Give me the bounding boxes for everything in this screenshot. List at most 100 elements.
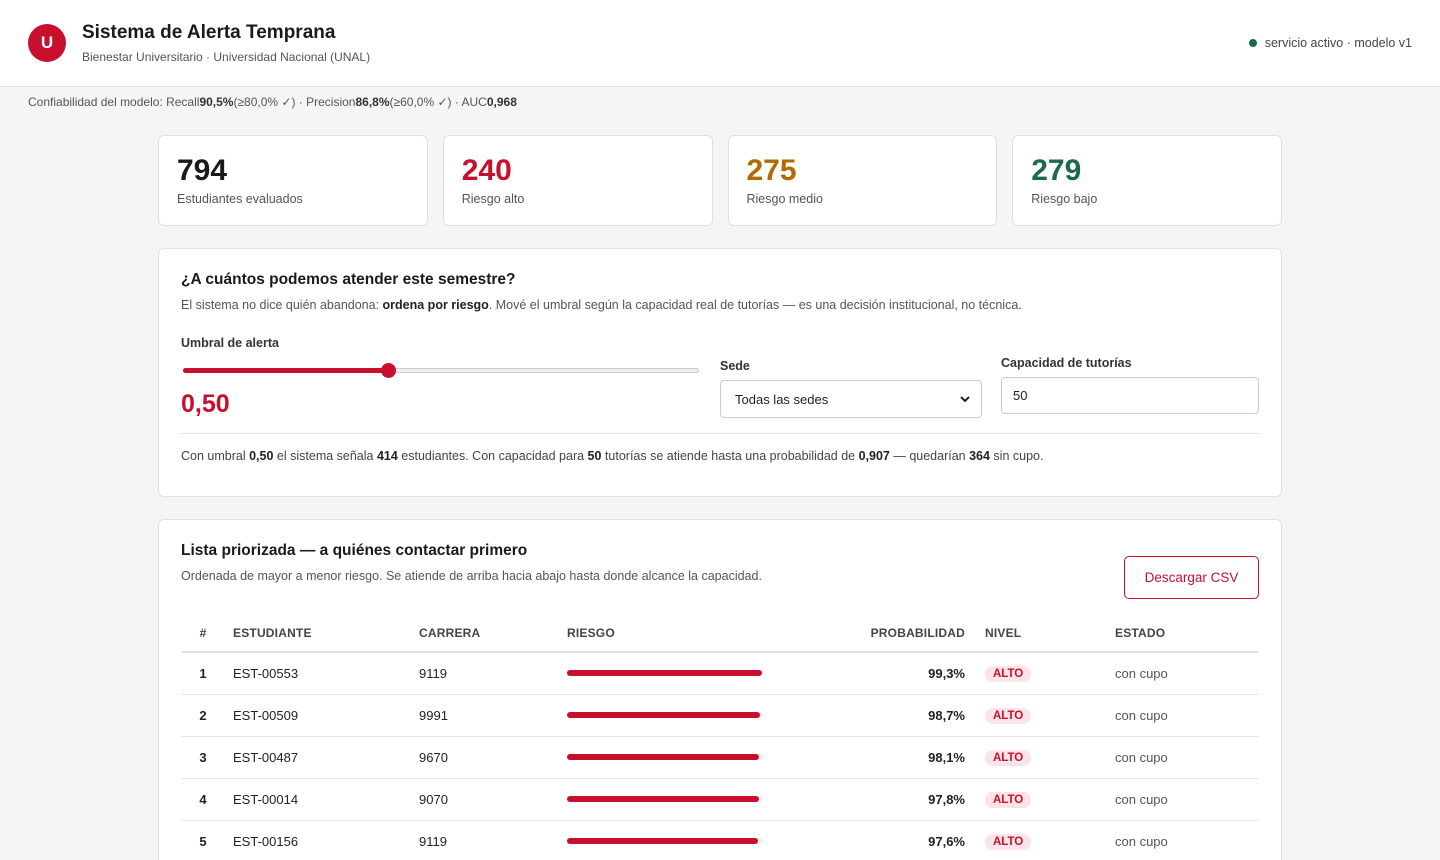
threshold-value: 0,50 bbox=[181, 390, 230, 418]
col-header-level[interactable]: NIVEL bbox=[985, 615, 1115, 653]
status-value: con cupo bbox=[1115, 694, 1259, 737]
download-csv-button[interactable]: Descargar CSV bbox=[1124, 556, 1259, 599]
threshold-control: Umbral de alerta 0,50 bbox=[181, 336, 699, 419]
summary-text: — quedarían bbox=[889, 449, 970, 463]
row-index: 5 bbox=[181, 820, 233, 860]
priority-table: # ESTUDIANTE CARRERA RIESGO PROBABILIDAD… bbox=[181, 615, 1259, 860]
capacity-control: Capacidad de tutorías 50 bbox=[1001, 356, 1259, 414]
table-row[interactable]: 3 EST-00487 9670 98,1% ALTO con cupo bbox=[181, 736, 1259, 779]
chevron-down-icon bbox=[960, 396, 970, 403]
desc-emphasis: ordena por riesgo bbox=[382, 298, 489, 312]
recall-reference: (≥80,0% ✓) · Precision bbox=[233, 95, 356, 109]
threshold-slider[interactable] bbox=[181, 360, 699, 380]
status-value: con cupo bbox=[1115, 652, 1259, 695]
risk-bar bbox=[567, 754, 763, 760]
col-header-student[interactable]: ESTUDIANTE bbox=[233, 615, 419, 653]
risk-bar-fill bbox=[567, 754, 760, 760]
summary-capacity: 50 bbox=[587, 449, 602, 463]
career-code: 9119 bbox=[419, 652, 567, 695]
student-id: EST-00509 bbox=[233, 694, 419, 737]
summary-threshold: 0,50 bbox=[249, 449, 274, 463]
slider-fill bbox=[183, 368, 389, 373]
student-id: EST-00487 bbox=[233, 736, 419, 779]
capacity-label: Capacidad de tutorías bbox=[1001, 356, 1132, 370]
career-code: 9070 bbox=[419, 778, 567, 821]
row-index: 1 bbox=[181, 652, 233, 695]
main-content: 794 Estudiantes evaluados 240 Riesgo alto… bbox=[158, 135, 1282, 860]
kpi-label: Riesgo medio bbox=[746, 192, 823, 206]
level-cell: ALTO bbox=[985, 652, 1115, 695]
capacity-input[interactable]: 50 bbox=[1001, 377, 1259, 414]
student-id: EST-00014 bbox=[233, 778, 419, 821]
level-cell: ALTO bbox=[985, 820, 1115, 860]
sede-selected-value: Todas las sedes bbox=[735, 391, 829, 407]
level-badge: ALTO bbox=[985, 791, 1032, 808]
recall-value: 90,5% bbox=[199, 95, 234, 109]
service-status: servicio activo · modelo v1 bbox=[1248, 36, 1412, 50]
slider-handle[interactable] bbox=[381, 363, 397, 378]
risk-bar bbox=[567, 670, 763, 677]
summary-text: el sistema señala bbox=[273, 449, 377, 463]
student-id: EST-00156 bbox=[233, 820, 419, 860]
auc-value: 0,968 bbox=[486, 95, 517, 109]
table-row[interactable]: 1 EST-00553 9119 99,3% ALTO con cupo bbox=[181, 652, 1259, 695]
sede-label: Sede bbox=[720, 359, 750, 373]
row-index: 4 bbox=[181, 778, 233, 821]
model-confidence-bar: Confiabilidad del modelo: Recall 90,5% (… bbox=[0, 87, 1440, 117]
table-row[interactable]: 4 EST-00014 9070 97,8% ALTO con cupo bbox=[181, 778, 1259, 821]
kpi-label: Riesgo bajo bbox=[1031, 192, 1098, 206]
status-value: con cupo bbox=[1115, 736, 1259, 779]
precision-reference: (≥60,0% ✓) · AUC bbox=[389, 95, 487, 109]
student-id: EST-00553 bbox=[233, 652, 419, 695]
col-header-career[interactable]: CARRERA bbox=[419, 615, 567, 653]
col-header-status[interactable]: ESTADO bbox=[1115, 615, 1259, 653]
summary-uncovered-count: 364 bbox=[969, 449, 990, 463]
kpi-value: 279 bbox=[1031, 154, 1082, 187]
kpi-card: 275 Riesgo medio bbox=[727, 135, 998, 226]
career-code: 9119 bbox=[419, 820, 567, 860]
university-logo: U bbox=[28, 24, 66, 62]
risk-bar bbox=[567, 712, 763, 718]
summary-flagged-count: 414 bbox=[376, 449, 398, 463]
risk-cell bbox=[567, 736, 841, 779]
career-code: 9991 bbox=[419, 694, 567, 737]
probability-value: 97,8% bbox=[841, 778, 985, 821]
col-header-risk[interactable]: RIESGO bbox=[567, 615, 841, 653]
kpi-card: 240 Riesgo alto bbox=[442, 135, 713, 226]
table-row[interactable]: 5 EST-00156 9119 97,6% ALTO con cupo bbox=[181, 820, 1259, 860]
level-cell: ALTO bbox=[985, 736, 1115, 779]
kpi-label: Riesgo alto bbox=[461, 192, 525, 206]
summary-probability: 0,907 bbox=[858, 449, 890, 463]
priority-list-title: Lista priorizada — a quiénes contactar p… bbox=[181, 542, 528, 559]
kpi-value: 794 bbox=[177, 154, 228, 187]
summary-text: sin cupo. bbox=[989, 449, 1044, 463]
level-badge: ALTO bbox=[985, 833, 1032, 850]
kpi-value: 275 bbox=[746, 154, 797, 187]
desc-part: . Mové el umbral según la capacidad real… bbox=[488, 298, 1022, 312]
risk-bar-fill bbox=[567, 838, 759, 844]
probability-value: 99,3% bbox=[841, 652, 985, 695]
col-header-index[interactable]: # bbox=[181, 615, 233, 653]
sede-select[interactable]: Todas las sedes bbox=[720, 380, 982, 418]
threshold-label: Umbral de alerta bbox=[181, 336, 279, 350]
summary-text: tutorías se atiende hasta una probabilid… bbox=[601, 449, 859, 463]
risk-bar-fill bbox=[567, 670, 762, 677]
probability-value: 98,1% bbox=[841, 736, 985, 779]
probability-value: 97,6% bbox=[841, 820, 985, 860]
precision-value: 86,8% bbox=[355, 95, 390, 109]
priority-list-description: Ordenada de mayor a menor riesgo. Se ati… bbox=[181, 569, 762, 583]
level-badge: ALTO bbox=[985, 665, 1032, 682]
row-index: 2 bbox=[181, 694, 233, 737]
status-value: con cupo bbox=[1115, 820, 1259, 860]
risk-bar-fill bbox=[567, 796, 759, 802]
col-header-probability[interactable]: PROBABILIDAD bbox=[841, 615, 985, 653]
kpi-card: 794 Estudiantes evaluados bbox=[158, 135, 428, 226]
probability-value: 98,7% bbox=[841, 694, 985, 737]
confidence-prefix: Confiabilidad del modelo: Recall bbox=[28, 95, 200, 109]
level-cell: ALTO bbox=[985, 694, 1115, 737]
table-row[interactable]: 2 EST-00509 9991 98,7% ALTO con cupo bbox=[181, 694, 1259, 737]
risk-cell bbox=[567, 778, 841, 821]
kpi-row: 794 Estudiantes evaluados 240 Riesgo alto… bbox=[158, 135, 1282, 226]
kpi-label: Estudiantes evaluados bbox=[177, 192, 303, 206]
risk-cell bbox=[567, 820, 841, 860]
